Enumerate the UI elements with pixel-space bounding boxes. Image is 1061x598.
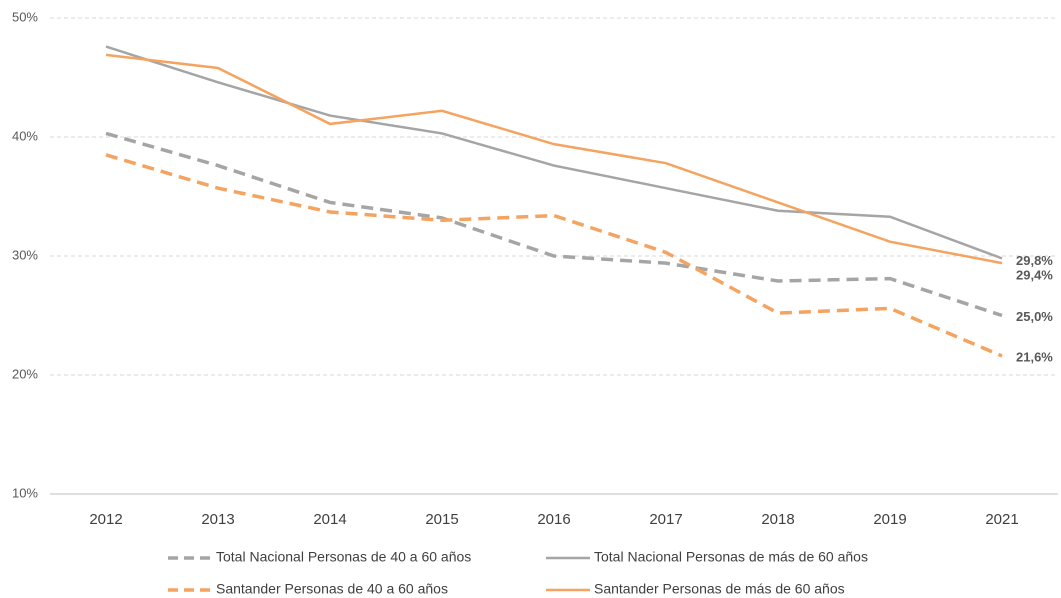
- series-line: [105, 53, 1003, 265]
- legend-label: Total Nacional Personas de 40 a 60 años: [216, 549, 471, 565]
- series-line: [105, 131, 1003, 318]
- data-label: 29,8%: [1016, 253, 1053, 268]
- x-tick-label: 2016: [537, 511, 570, 528]
- legend-label: Santander Personas de más de 60 años: [594, 581, 845, 597]
- x-tick-label: 2017: [649, 511, 682, 528]
- x-tick-label: 2013: [201, 511, 234, 528]
- y-tick-label: 50%: [12, 9, 38, 24]
- y-tick-label: 20%: [12, 366, 38, 381]
- series-line: [105, 153, 1003, 358]
- x-tick-label: 2019: [873, 511, 906, 528]
- x-tick-label: 2018: [761, 511, 794, 528]
- x-tick-label: 2015: [425, 511, 458, 528]
- y-tick-label: 30%: [12, 247, 38, 262]
- y-tick-label: 40%: [12, 128, 38, 143]
- legend-label: Total Nacional Personas de más de 60 año…: [594, 549, 868, 565]
- x-tick-label: 2021: [985, 511, 1018, 528]
- x-tick-label: 2014: [313, 511, 346, 528]
- legend-label: Santander Personas de 40 a 60 años: [216, 581, 448, 597]
- data-label: 29,4%: [1016, 268, 1053, 283]
- data-label: 25,0%: [1016, 309, 1053, 324]
- y-tick-label: 10%: [12, 485, 38, 500]
- x-tick-label: 2012: [89, 511, 122, 528]
- data-label: 21,6%: [1016, 349, 1053, 364]
- series-line: [105, 45, 1003, 260]
